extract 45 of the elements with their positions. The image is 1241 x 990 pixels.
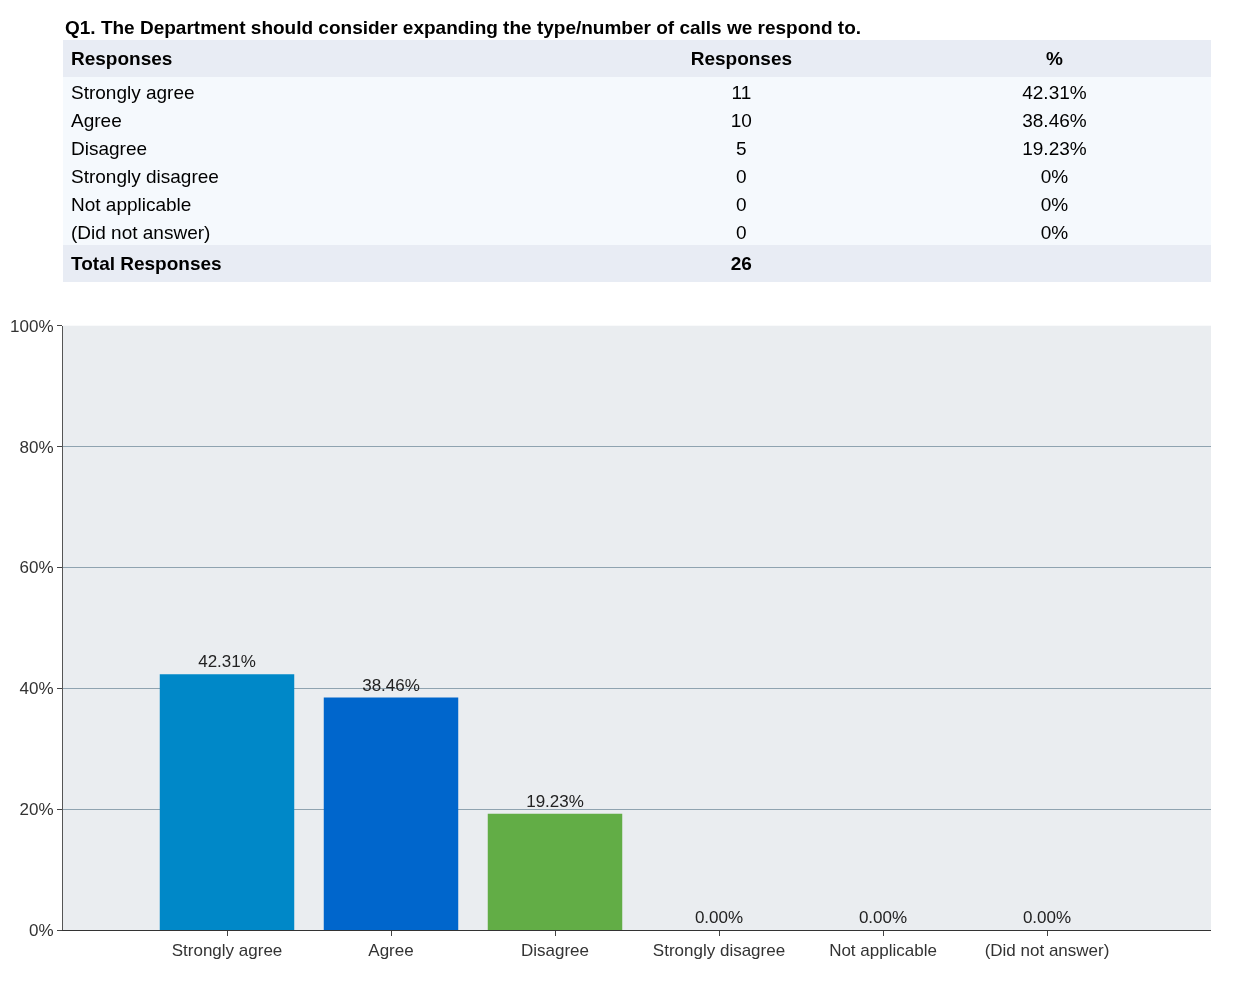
y-tick-label: 80% <box>19 437 54 457</box>
data-label: 42.31% <box>198 652 256 672</box>
x-tick-label: Disagree <box>520 941 590 961</box>
data-label: 11 <box>731 82 752 104</box>
data-label: 10 <box>730 110 752 132</box>
x-tick-label: Strongly agree <box>171 941 283 961</box>
bar <box>487 813 623 930</box>
text: Total Responses <box>71 253 222 274</box>
data-label: 5 <box>736 138 747 160</box>
data-label: 38.46% <box>362 675 420 695</box>
data-label: 0 <box>736 222 747 244</box>
series-label: % <box>1045 48 1063 69</box>
y-tick-label: 40% <box>19 679 54 699</box>
category-label: Strongly agree <box>71 82 195 104</box>
data-label: 0% <box>1040 194 1069 216</box>
data-label: 42.31% <box>1022 82 1087 104</box>
y-tick-label: 60% <box>19 558 54 578</box>
bar <box>323 697 459 930</box>
x-tick-label: Strongly disagree <box>652 941 786 961</box>
series-label: Responses <box>690 48 793 69</box>
data-label: 0 <box>736 194 747 216</box>
data-label: 0.00% <box>1022 908 1072 927</box>
category-label: (Did not answer) <box>71 222 211 244</box>
data-label: 19.23% <box>526 791 584 811</box>
data-label: 19.23% <box>1022 138 1087 160</box>
x-tick-label: (Did not answer) <box>984 941 1110 961</box>
text: Responses <box>71 48 173 69</box>
category-label: Agree <box>71 110 122 132</box>
text: 26 <box>730 253 752 274</box>
data-label: 0.00% <box>858 908 908 927</box>
x-tick-label: Not applicable <box>829 941 937 961</box>
category-label: Not applicable <box>71 194 192 216</box>
y-tick-label: 20% <box>19 800 54 820</box>
data-label: 38.46% <box>1022 110 1087 132</box>
x-tick-label: Agree <box>368 941 414 961</box>
data-label: 0% <box>1040 166 1069 188</box>
data-label: 0.00% <box>694 908 744 927</box>
data-label: 0% <box>1040 222 1069 244</box>
text: Q1. The Department should consider expanding the type/number of calls we respond to. <box>65 17 862 38</box>
bar <box>159 674 295 930</box>
data-label: 0 <box>736 166 747 188</box>
category-label: Strongly disagree <box>71 166 219 188</box>
y-tick-label: 0% <box>29 920 54 940</box>
y-tick-label: 100% <box>10 316 54 336</box>
category-label: Disagree <box>71 138 148 160</box>
